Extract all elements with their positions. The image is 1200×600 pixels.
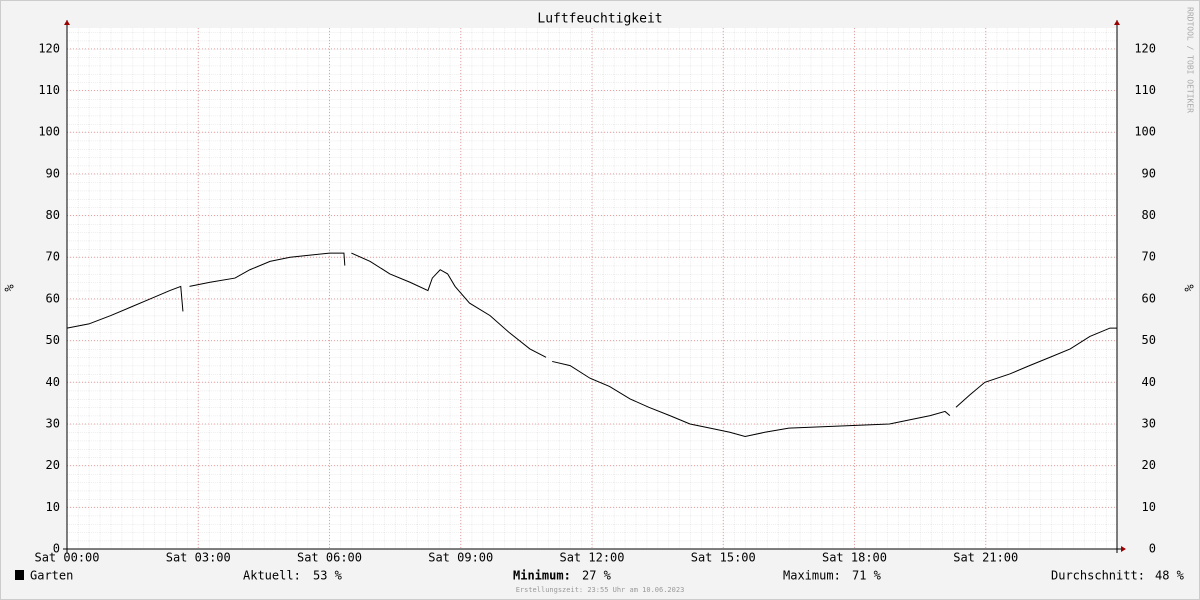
x-tick-label: Sat 06:00	[297, 551, 362, 565]
y-tick-label: 10	[46, 500, 60, 514]
stat-label: Durchschnitt:	[1051, 569, 1145, 583]
y-tick-label-right: 20	[1142, 458, 1156, 472]
y-tick-label-right: 40	[1142, 375, 1156, 389]
stat-label: Minimum:	[513, 569, 571, 583]
y-tick-label-right: 10	[1142, 500, 1156, 514]
y-tick-label-right: 0	[1149, 542, 1156, 556]
chart-title: Luftfeuchtigkeit	[537, 12, 662, 27]
y-tick-label-right: 120	[1134, 41, 1156, 55]
x-tick-label: Sat 03:00	[166, 551, 231, 565]
data-line	[66, 285, 184, 329]
y-tick-label: 90	[46, 166, 60, 180]
y-tick-label: 80	[46, 208, 60, 222]
stat-value: 71 %	[852, 569, 882, 583]
x-tick-label: Sat 12:00	[559, 551, 624, 565]
y-tick-label: 0	[53, 542, 60, 556]
y-tick-label-right: 80	[1142, 208, 1156, 222]
y-tick-label-right: 30	[1142, 416, 1156, 430]
y-axis-label: %	[3, 284, 17, 292]
y-tick-label: 60	[46, 291, 60, 305]
y-tick-label-right: 100	[1134, 125, 1156, 139]
minor-grid	[67, 28, 1117, 549]
y-tick-label: 50	[46, 333, 60, 347]
stat-label: Maximum:	[783, 569, 841, 583]
y-tick-label-right: 90	[1142, 166, 1156, 180]
y-tick-label: 40	[46, 375, 60, 389]
y-tick-label: 30	[46, 416, 60, 430]
data-line	[955, 327, 1117, 408]
y-tick-label-right: 70	[1142, 250, 1156, 264]
y-tick-label-right: 110	[1134, 83, 1156, 97]
stat-label: Aktuell:	[243, 569, 301, 583]
axis-arrow	[1121, 546, 1126, 552]
legend-label: Garten	[30, 569, 73, 583]
axis-arrow	[1114, 20, 1120, 25]
y-tick-label: 70	[46, 250, 60, 264]
stat-value: 27 %	[582, 569, 612, 583]
y-tick-label-right: 50	[1142, 333, 1156, 347]
x-tick-label: Sat 15:00	[691, 551, 756, 565]
legend-swatch	[15, 570, 24, 580]
y-tick-label: 20	[46, 458, 60, 472]
watermark: RRDTOOL / TOBI OETIKER	[1186, 7, 1195, 113]
x-tick-label: Sat 21:00	[953, 551, 1018, 565]
x-tick-label: Sat 00:00	[34, 551, 99, 565]
data-line	[351, 252, 547, 358]
x-tick-label: Sat 18:00	[822, 551, 887, 565]
data-line	[189, 252, 346, 287]
x-tick-label: Sat 09:00	[428, 551, 493, 565]
y-tick-label-right: 60	[1142, 291, 1156, 305]
y-axis-label-right: %	[1183, 284, 1197, 292]
axis-arrow	[64, 20, 70, 25]
footer: Erstellungszeit: 23:55 Uhr am 10.06.2023	[516, 586, 685, 594]
stat-value: 53 %	[313, 569, 343, 583]
y-tick-label: 110	[38, 83, 60, 97]
y-tick-label: 120	[38, 41, 60, 55]
y-tick-label: 100	[38, 125, 60, 139]
data-line	[552, 360, 951, 437]
stat-value: 48 %	[1155, 569, 1185, 583]
